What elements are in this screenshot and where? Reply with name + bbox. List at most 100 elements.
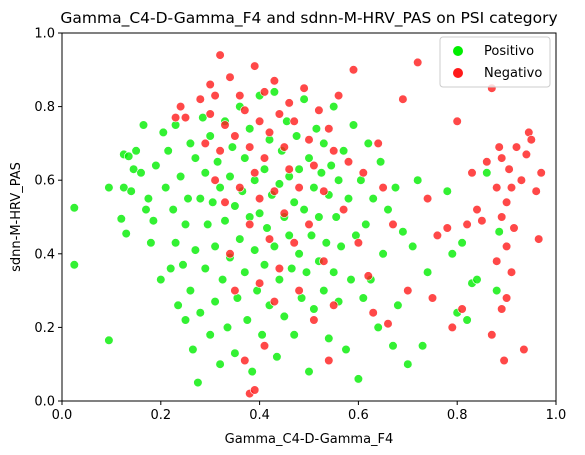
point-positivo-146: [398, 227, 408, 237]
point-negativo-71: [388, 219, 398, 229]
point-negativo-53: [314, 105, 324, 115]
point-negativo-47: [294, 183, 304, 193]
point-negativo-9: [215, 50, 225, 60]
point-positivo-41: [198, 112, 208, 123]
point-positivo-38: [193, 378, 203, 388]
point-negativo-24: [250, 61, 260, 71]
point-negativo-14: [225, 249, 235, 259]
point-positivo-45: [205, 330, 215, 340]
point-positivo-49: [210, 241, 220, 251]
point-negativo-45: [289, 116, 299, 126]
point-negativo-77: [432, 230, 443, 240]
point-negativo-55: [319, 256, 329, 266]
point-positivo-150: [418, 341, 428, 351]
point-positivo-67: [240, 153, 250, 163]
point-positivo-60: [230, 201, 240, 211]
point-positivo-136: [363, 138, 373, 148]
point-negativo-32: [259, 341, 270, 351]
point-negativo-49: [304, 135, 314, 145]
point-positivo-112: [314, 212, 324, 222]
point-negativo-79: [447, 322, 457, 333]
point-positivo-98: [292, 131, 302, 141]
point-positivo-99: [294, 249, 304, 259]
point-negativo-63: [348, 65, 359, 75]
point-positivo-72: [250, 245, 260, 255]
point-positivo-108: [309, 183, 319, 193]
point-positivo-75: [255, 208, 265, 218]
x-tick-label: 1.0: [546, 408, 567, 423]
point-positivo-44: [203, 219, 213, 229]
point-positivo-115: [319, 138, 329, 148]
point-negativo-74: [413, 57, 423, 68]
point-negativo-89: [492, 183, 502, 193]
point-positivo-9: [126, 186, 136, 196]
data-points: [69, 50, 546, 399]
point-positivo-103: [299, 205, 309, 215]
point-positivo-24: [168, 205, 178, 215]
point-negativo-52: [309, 315, 319, 325]
point-negativo-106: [521, 149, 532, 159]
point-positivo-85: [269, 241, 280, 251]
point-positivo-147: [403, 359, 413, 369]
point-negativo-35: [269, 76, 280, 86]
point-positivo-79: [259, 260, 270, 270]
point-positivo-87: [274, 179, 285, 189]
point-negativo-42: [284, 98, 294, 108]
point-negativo-13: [225, 72, 235, 82]
chart-title: Gamma_C4-D-Gamma_F4 and sdnn-M-HRV_PAS o…: [60, 9, 557, 28]
point-positivo-55: [220, 216, 230, 226]
point-positivo-70: [245, 124, 255, 134]
x-tick-label: 0.4: [249, 408, 270, 423]
point-negativo-22: [245, 219, 255, 229]
point-negativo-69: [378, 183, 388, 193]
x-tick-label: 0.0: [52, 408, 73, 423]
point-positivo-124: [334, 175, 344, 185]
point-positivo-110: [311, 124, 322, 134]
point-negativo-81: [457, 304, 467, 314]
point-positivo-125: [336, 241, 346, 251]
point-negativo-37: [269, 297, 280, 307]
point-negativo-7: [210, 90, 220, 101]
point-positivo-22: [163, 146, 173, 156]
legend-marker-negativo: [453, 68, 463, 78]
point-positivo-151: [423, 267, 433, 277]
point-negativo-80: [452, 116, 462, 126]
point-negativo-10: [215, 146, 225, 156]
point-positivo-37: [190, 245, 200, 255]
point-negativo-111: [536, 168, 546, 178]
point-negativo-20: [240, 355, 250, 366]
point-positivo-1: [69, 260, 79, 270]
point-positivo-8: [124, 151, 134, 161]
point-negativo-78: [442, 223, 452, 233]
point-negativo-51: [309, 160, 319, 171]
point-positivo-152: [442, 186, 452, 196]
point-negativo-8: [210, 175, 220, 185]
point-negativo-67: [368, 308, 378, 318]
point-positivo-116: [321, 238, 331, 248]
point-negativo-17: [235, 90, 245, 101]
point-positivo-17: [148, 216, 158, 226]
point-positivo-27: [173, 300, 183, 310]
point-negativo-28: [255, 194, 265, 204]
point-positivo-139: [373, 322, 383, 333]
point-positivo-144: [390, 183, 401, 193]
point-positivo-52: [215, 183, 225, 193]
point-positivo-119: [326, 160, 336, 171]
point-negativo-68: [373, 138, 383, 148]
point-positivo-104: [301, 267, 312, 277]
point-negativo-59: [329, 300, 339, 310]
point-positivo-39: [195, 194, 205, 204]
point-positivo-12: [136, 168, 146, 178]
point-positivo-57: [225, 171, 235, 182]
y-tick-label: 0.2: [34, 321, 55, 336]
point-positivo-88: [274, 275, 285, 285]
point-negativo-110: [534, 234, 544, 244]
point-negativo-84: [472, 205, 482, 215]
point-positivo-95: [287, 263, 297, 274]
point-positivo-66: [240, 267, 250, 277]
point-positivo-84: [269, 87, 280, 97]
point-negativo-99: [504, 164, 514, 174]
point-positivo-153: [447, 249, 457, 259]
point-positivo-11: [131, 146, 141, 156]
point-positivo-138: [368, 194, 378, 204]
